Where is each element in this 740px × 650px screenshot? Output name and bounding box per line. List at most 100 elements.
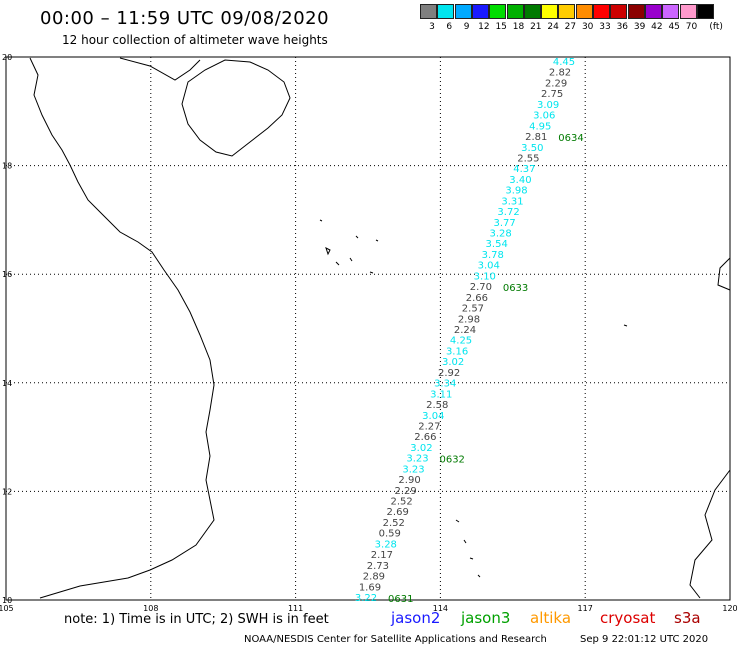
legend-swatch bbox=[679, 4, 697, 19]
legend-label: 15 bbox=[495, 22, 507, 32]
legend-label: 70 bbox=[685, 22, 698, 32]
latitude-tick-labels: 20 18 16 14 12 10 bbox=[2, 53, 12, 605]
legend-swatch bbox=[627, 4, 645, 19]
legend-swatch bbox=[593, 4, 610, 19]
wave-height-label: 2.66 bbox=[414, 432, 436, 443]
wave-height-label: 3.02 bbox=[410, 443, 432, 454]
legend-label: 24 bbox=[547, 22, 559, 32]
wave-height-label: 3.09 bbox=[537, 100, 559, 111]
islands-paracel bbox=[319, 219, 379, 274]
legend-unit: (ft) bbox=[709, 22, 723, 32]
wave-height-label: 1.69 bbox=[359, 582, 381, 593]
legend-swatch bbox=[489, 4, 507, 19]
wave-height-label: 3.40 bbox=[509, 175, 531, 186]
wave-height-label: 4.45 bbox=[553, 57, 575, 68]
wave-height-label: 3.31 bbox=[501, 196, 523, 207]
wave-height-label: 3.10 bbox=[474, 271, 496, 282]
legend-label: 36 bbox=[616, 22, 629, 32]
legend-label: 21 bbox=[530, 22, 542, 32]
wave-height-label: 3.78 bbox=[482, 250, 504, 261]
legend-swatch bbox=[541, 4, 559, 19]
legend-label: 42 bbox=[651, 22, 663, 32]
longitude-tick-label: 108 bbox=[143, 604, 158, 613]
longitude-tick-label: 111 bbox=[288, 604, 303, 613]
wave-height-label: 3.98 bbox=[505, 186, 527, 197]
legend-swatch bbox=[575, 4, 593, 19]
legend-label: 45 bbox=[668, 22, 680, 32]
legend-label: 12 bbox=[478, 22, 490, 32]
wave-height-label: 2.92 bbox=[438, 368, 460, 379]
wave-height-label: 2.52 bbox=[391, 497, 413, 508]
legend-label: 30 bbox=[581, 22, 594, 32]
latitude-tick-label: 12 bbox=[2, 487, 12, 496]
wave-height-label: 2.55 bbox=[517, 153, 539, 164]
wave-height-label: 2.17 bbox=[371, 550, 393, 561]
credit-line: NOAA/NESDIS Center for Satellite Applica… bbox=[244, 634, 547, 645]
wave-height-label: 2.52 bbox=[383, 518, 405, 529]
wave-height-track: 4.452.822.292.753.093.064.952.813.502.55… bbox=[355, 57, 575, 604]
wave-height-label: 2.70 bbox=[470, 282, 492, 293]
coastline-philippines bbox=[689, 469, 731, 599]
map-frame bbox=[5, 56, 731, 601]
wave-height-label: 3.04 bbox=[478, 261, 500, 272]
track-time-label: 0633 bbox=[503, 283, 528, 294]
page-title: 00:00 – 11:59 UTC 09/08/2020 bbox=[40, 8, 330, 29]
wave-height-label: 2.75 bbox=[541, 89, 563, 100]
legend-swatch bbox=[471, 4, 489, 19]
latitude-tick-label: 20 bbox=[2, 53, 12, 62]
lat-lon-gridlines bbox=[6, 57, 730, 600]
generated-timestamp: Sep 9 22:01:12 UTC 2020 bbox=[580, 634, 709, 645]
wave-height-label: 2.29 bbox=[545, 78, 567, 89]
satellite-s3a: s3a bbox=[674, 609, 701, 627]
footer-note: note: 1) Time is in UTC; 2) SWH is in fe… bbox=[64, 612, 329, 627]
wave-height-label: 2.57 bbox=[462, 304, 484, 315]
legend-swatch bbox=[506, 4, 524, 19]
wave-height-label: 2.98 bbox=[458, 314, 480, 325]
page-subtitle: 12 hour collection of altimeter wave hei… bbox=[62, 33, 328, 47]
legend-swatch bbox=[644, 4, 662, 19]
legend-label: 27 bbox=[564, 22, 577, 32]
wave-height-label: 3.77 bbox=[493, 218, 515, 229]
wave-height-label: 3.22 bbox=[355, 593, 377, 604]
longitude-tick-label: 117 bbox=[578, 604, 593, 613]
wave-height-label: 3.23 bbox=[406, 454, 428, 465]
legend-swatch bbox=[420, 4, 437, 19]
wave-height-label: 3.50 bbox=[521, 143, 543, 154]
wave-height-label: 2.27 bbox=[418, 421, 440, 432]
wave-height-label: 2.82 bbox=[549, 68, 571, 79]
legend-swatch bbox=[437, 4, 455, 19]
coastline-vietnam bbox=[29, 57, 215, 599]
wave-height-label: 3.72 bbox=[497, 207, 519, 218]
wave-height-label: 3.11 bbox=[430, 389, 452, 400]
track-time-label: 0631 bbox=[388, 594, 413, 605]
wave-height-label: 3.34 bbox=[434, 379, 456, 390]
legend-swatch bbox=[523, 4, 541, 19]
satellite-jason2: jason2 bbox=[391, 609, 441, 627]
longitude-tick-label: 114 bbox=[433, 604, 448, 613]
latitude-tick-label: 14 bbox=[2, 379, 12, 388]
wave-height-label: 3.28 bbox=[375, 539, 397, 550]
wave-height-label: 0.59 bbox=[379, 529, 401, 540]
wave-height-label: 4.95 bbox=[529, 121, 551, 132]
wave-height-label: 2.66 bbox=[466, 293, 488, 304]
coastline-luzon bbox=[717, 257, 731, 291]
wave-height-label: 3.02 bbox=[442, 357, 464, 368]
legend-label: 39 bbox=[633, 22, 646, 32]
wave-height-label: 3.04 bbox=[422, 411, 444, 422]
latitude-tick-label: 16 bbox=[2, 270, 12, 279]
wave-height-label: 3.06 bbox=[533, 111, 555, 122]
wave-height-label: 3.16 bbox=[446, 346, 468, 357]
track-time-label: 0632 bbox=[439, 455, 464, 466]
latitude-tick-label: 18 bbox=[2, 162, 12, 171]
wave-height-label: 3.28 bbox=[490, 229, 512, 240]
latitude-tick-label: 10 bbox=[2, 596, 12, 605]
track-time-label: 0634 bbox=[558, 133, 583, 144]
legend-label: 6 bbox=[446, 22, 453, 32]
wave-height-label: 2.24 bbox=[454, 325, 476, 336]
island-hainan bbox=[181, 59, 291, 157]
wave-height-label: 2.58 bbox=[426, 400, 448, 411]
wave-height-label: 2.90 bbox=[398, 475, 420, 486]
legend-swatch bbox=[696, 4, 714, 19]
legend-label: 9 bbox=[463, 22, 470, 32]
